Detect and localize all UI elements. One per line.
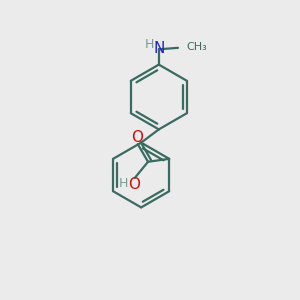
Text: H: H xyxy=(144,38,154,50)
Text: CH₃: CH₃ xyxy=(186,42,207,52)
Text: O: O xyxy=(131,130,143,145)
Text: O: O xyxy=(128,177,140,192)
Text: H: H xyxy=(118,177,128,190)
Text: N: N xyxy=(153,40,165,56)
